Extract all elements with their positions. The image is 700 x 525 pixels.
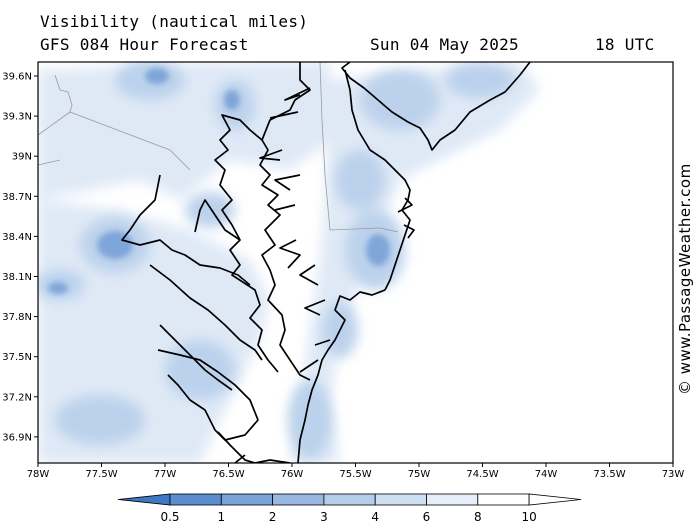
legend-swatch (374, 493, 427, 506)
legend-swatch (220, 493, 274, 506)
legend-value: 1 (217, 510, 225, 524)
lat-label: 38.7N (2, 192, 32, 203)
lat-label: 38.1N (2, 272, 32, 283)
map-title: Visibility (nautical miles) (40, 12, 309, 31)
legend-value: 4 (371, 510, 379, 524)
lat-label: 38.4N (2, 232, 32, 243)
legend-arrow-low (117, 493, 171, 506)
legend-arrow-high (528, 493, 582, 506)
lat-label: 39.3N (2, 112, 32, 123)
longitude-axis: 78W 77.5W 77W 76.5W 76W 75.5W 75W 74.5W 74W 73.5W… (27, 463, 685, 480)
lon-label: 76.5W (212, 469, 244, 480)
lon-label: 76W (281, 469, 304, 480)
forecast-label: GFS 084 Hour Forecast (40, 35, 249, 54)
legend-swatch (426, 493, 479, 506)
legend-value: 0.5 (160, 510, 179, 524)
legend-swatch (169, 493, 222, 506)
legend-value: 3 (320, 510, 328, 524)
lat-label: 37.8N (2, 312, 32, 323)
legend-swatch (323, 493, 376, 506)
latitude-axis: 39.6N 39.3N 39N 38.7N 38.4N 38.1N 37.8N 37.5N 37… (2, 72, 38, 443)
lon-label: 74W (535, 469, 558, 480)
legend-swatch (272, 493, 325, 506)
lat-label: 39.6N (2, 72, 32, 83)
lon-label: 77W (154, 469, 177, 480)
lat-label: 37.2N (2, 392, 32, 403)
forecast-time: 18 UTC (595, 35, 655, 54)
legend-value: 8 (474, 510, 482, 524)
lon-label: 75W (408, 469, 431, 480)
lon-label: 73.5W (593, 469, 625, 480)
legend-value: 2 (269, 510, 277, 524)
forecast-date: Sun 04 May 2025 (370, 35, 519, 54)
legend-value: 6 (423, 510, 431, 524)
legend-swatch (477, 493, 530, 506)
lon-label: 75.5W (339, 469, 371, 480)
lon-label: 78W (27, 469, 50, 480)
map-field (38, 62, 673, 463)
visibility-legend: 0.5 1 2 3 4 6 8 10 (117, 493, 582, 524)
lat-label: 36.9N (2, 432, 32, 443)
lon-label: 74.5W (466, 469, 498, 480)
lat-label: 39N (12, 152, 32, 163)
lon-label: 73W (662, 469, 685, 480)
lat-label: 37.5N (2, 352, 32, 363)
legend-value: 10 (521, 510, 536, 524)
lon-label: 77.5W (85, 469, 117, 480)
